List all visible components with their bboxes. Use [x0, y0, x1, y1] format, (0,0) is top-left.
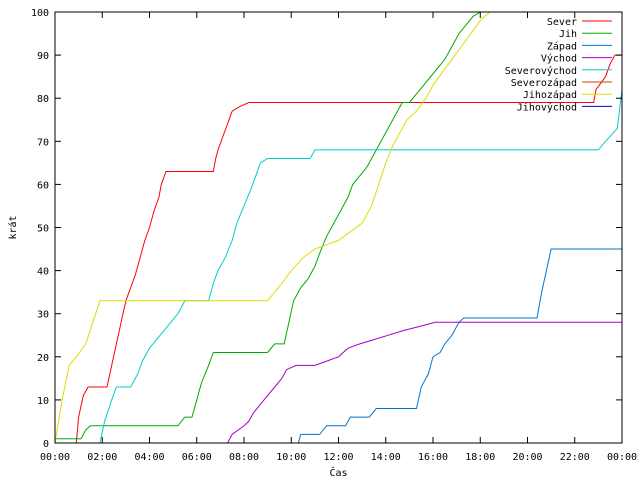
series-line-1	[75, 54, 622, 444]
legend-label: Severovýchod	[505, 65, 577, 77]
ticks-layer: 00:00 02:00 04:00 06:00 08:00 10:00 12:00 14:00…	[31, 8, 637, 463]
y-tick-label: 0	[43, 439, 49, 450]
x-tick-label: 08:00	[229, 452, 259, 463]
legend-item: Severovýchod	[505, 65, 612, 77]
legend-label: Sever	[547, 17, 577, 28]
y-tick-label: 30	[37, 310, 49, 321]
x-tick-label: 02:00	[87, 452, 117, 463]
x-tick-label: 04:00	[134, 452, 164, 463]
x-tick-label: 06:00	[182, 452, 212, 463]
series-line-4	[227, 321, 622, 444]
legend-item: Jihovýchod	[517, 101, 612, 113]
legend-item: Jihozápad	[523, 89, 612, 101]
y-tick-label: 70	[37, 137, 49, 148]
y-tick-label: 80	[37, 94, 49, 105]
x-tick-label: 22:00	[560, 452, 590, 463]
series-layer	[54, 11, 623, 444]
series-line-5	[55, 89, 623, 444]
legend-item: Západ	[547, 40, 612, 52]
x-tick-label: 00:00	[40, 452, 70, 463]
x-tick-label: 16:00	[418, 452, 448, 463]
legend-label: Jih	[559, 29, 577, 40]
legend-label: Severozápad	[511, 77, 577, 89]
series-line-3	[297, 240, 623, 444]
x-tick-label: 14:00	[371, 452, 401, 463]
x-tick-label: 20:00	[512, 452, 542, 463]
legend-item: Jih	[559, 29, 612, 40]
y-tick-label: 50	[37, 224, 49, 235]
legend-item: Sever	[547, 17, 612, 28]
series-line-2	[55, 11, 481, 440]
legend-label: Jihovýchod	[517, 101, 577, 113]
y-tick-label: 40	[37, 267, 49, 278]
y-tick-label: 100	[31, 8, 49, 19]
series-line-7	[54, 11, 491, 444]
x-tick-label: 00:00	[607, 452, 637, 463]
legend-item: Severozápad	[511, 77, 612, 89]
legend: SeverJihZápadVýchodSeverovýchodSeverozáp…	[505, 17, 612, 113]
legend-label: Východ	[541, 53, 577, 65]
y-tick-label: 60	[37, 180, 49, 191]
x-tick-label: 18:00	[465, 452, 495, 463]
legend-label: Jihozápad	[523, 89, 577, 101]
x-axis-title: Čas	[329, 466, 347, 479]
legend-item: Východ	[541, 53, 612, 65]
x-tick-label: 12:00	[323, 452, 353, 463]
y-axis-title: krát	[7, 215, 19, 239]
x-tick-label: 10:00	[276, 452, 306, 463]
y-tick-label: 90	[37, 51, 49, 62]
y-tick-label: 10	[37, 396, 49, 407]
y-tick-label: 20	[37, 353, 49, 364]
legend-label: Západ	[547, 40, 577, 52]
